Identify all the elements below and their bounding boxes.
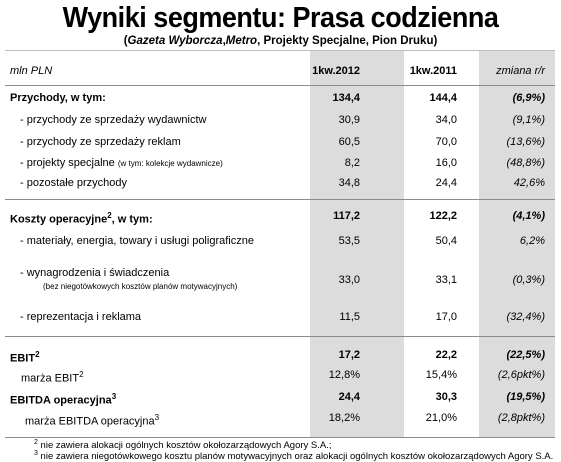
row-label: - przychody ze sprzedaży reklam: [20, 136, 181, 148]
subtitle-gw: Gazeta Wyborcza: [127, 35, 223, 47]
value-2011: 24,4: [435, 177, 457, 189]
row-label: - wynagrodzenia i świadczenia: [20, 267, 170, 279]
footnote-ref: 2: [35, 350, 40, 359]
financial-table: mln PLN 1kw.2012 1kw.2011 zmiana r/r Prz…: [5, 50, 555, 438]
row-label-text: marża EBITDA operacyjna: [25, 415, 155, 428]
divider: [5, 199, 555, 200]
row-label: Przychody, w tym:: [10, 92, 106, 104]
column-shade-change: [479, 51, 555, 438]
row-label-text: - projekty specjalne: [20, 157, 115, 169]
header-col-2012: 1kw.2012: [312, 65, 360, 77]
value-2011: 144,4: [429, 92, 457, 104]
value-change: 6,2%: [519, 235, 545, 247]
value-2012: 30,9: [338, 114, 360, 126]
row-label: - projekty specjalne (w tym: kolekcje wy…: [20, 156, 223, 171]
subtitle-rest: , Projekty Specjalne, Pion Druku): [257, 35, 438, 47]
footnote-text: nie zawiera niegotówkowego kosztu planów…: [37, 451, 554, 462]
divider: [5, 437, 555, 438]
value-change: (13,6%): [506, 136, 545, 148]
value-change: (6,9%): [512, 92, 545, 104]
subtitle-metro: Metro: [225, 35, 258, 47]
row-label: EBITDA operacyjna3: [10, 390, 116, 408]
value-2012: 11,5: [339, 311, 360, 323]
footnote-2: 2 nie zawiera alokacji ogólnych kosztów …: [34, 437, 332, 451]
value-2012: 53,5: [338, 235, 360, 247]
column-shade-1kw2012: [310, 51, 404, 438]
divider: [5, 85, 555, 86]
row-label: - materiały, energia, towary i usługi po…: [20, 235, 254, 247]
value-2011: 122,2: [429, 210, 457, 222]
row-label-note: (bez niegotówkowych kosztów planów motyw…: [43, 282, 238, 291]
row-label-text: marża EBIT: [21, 372, 80, 385]
footnote-3: 3 nie zawiera niegotówkowego kosztu plan…: [34, 448, 553, 462]
value-2011: 33,1: [435, 274, 457, 286]
value-2011: 50,4: [435, 235, 457, 247]
row-label-text: Koszty operacyjne: [10, 213, 108, 226]
value-2011: 21,0%: [425, 412, 457, 424]
footnote-ref: 3: [154, 413, 160, 422]
value-change: (32,4%): [506, 311, 545, 323]
footnote-ref: 2: [107, 211, 112, 220]
footnote-text: nie zawiera alokacji ogólnych kosztów ok…: [37, 440, 332, 452]
row-label-text: EBIT: [10, 352, 36, 365]
value-change: (2,8pkt%): [497, 412, 545, 424]
footnote-mark: 2: [34, 439, 38, 446]
row-label-tail: , w tym:: [111, 213, 153, 226]
page-title: Wyniki segmentu: Prasa codzienna: [62, 2, 499, 34]
value-2012: 34,8: [338, 177, 360, 189]
header-unit: mln PLN: [10, 65, 53, 77]
row-label: - przychody ze sprzedaży wydawnictw: [20, 114, 207, 126]
value-2011: 30,3: [435, 391, 457, 403]
value-2011: 16,0: [435, 157, 457, 169]
value-change: (0,3%): [512, 274, 545, 286]
row-label: marża EBIT2: [21, 368, 84, 386]
value-change: (48,8%): [506, 157, 545, 169]
value-2012: 12,8%: [328, 369, 360, 381]
row-label: EBIT2: [10, 348, 40, 366]
value-2011: 22,2: [435, 349, 457, 361]
footnote-mark: 3: [34, 450, 38, 457]
footnote-ref: 3: [111, 392, 117, 401]
row-label: - pozostałe przychody: [20, 177, 127, 189]
row-label: - reprezentacja i reklama: [20, 311, 142, 323]
value-2012: 18,2%: [328, 412, 360, 424]
page-subtitle: (Gazeta Wyborcza,Metro, Projekty Specjal…: [0, 34, 561, 48]
divider: [5, 336, 555, 337]
value-2011: 17,0: [435, 311, 457, 323]
subtitle-open: (: [123, 35, 128, 47]
value-change: (2,6pkt%): [497, 369, 545, 381]
value-change: (22,5%): [506, 349, 545, 361]
footnote-ref: 2: [79, 370, 84, 379]
value-2011: 34,0: [435, 114, 457, 126]
row-label-note: (w tym: kolekcje wydawnicze): [117, 159, 223, 168]
value-2012: 17,2: [338, 349, 360, 361]
value-2011: 70,0: [435, 136, 457, 148]
row-label-text: EBITDA operacyjna: [10, 394, 112, 407]
row-label: Koszty operacyjne2, w tym:: [10, 209, 153, 227]
value-change: (19,5%): [506, 391, 545, 403]
value-2012: 60,5: [338, 136, 360, 148]
value-2011: 15,4%: [425, 369, 457, 381]
header-col-change: zmiana r/r: [496, 65, 545, 77]
header-col-2011: 1kw.2011: [409, 65, 457, 77]
value-2012: 33,0: [338, 274, 360, 286]
row-label: marża EBITDA operacyjna3: [25, 411, 159, 429]
subtitle-sep: ,: [222, 35, 226, 47]
value-2012: 134,4: [332, 92, 360, 104]
value-change: (4,1%): [512, 210, 545, 222]
value-2012: 8,2: [344, 157, 360, 169]
value-change: (9,1%): [512, 114, 545, 126]
value-2012: 117,2: [333, 210, 360, 222]
value-2012: 24,4: [338, 391, 360, 403]
value-change: 42,6%: [513, 177, 545, 189]
